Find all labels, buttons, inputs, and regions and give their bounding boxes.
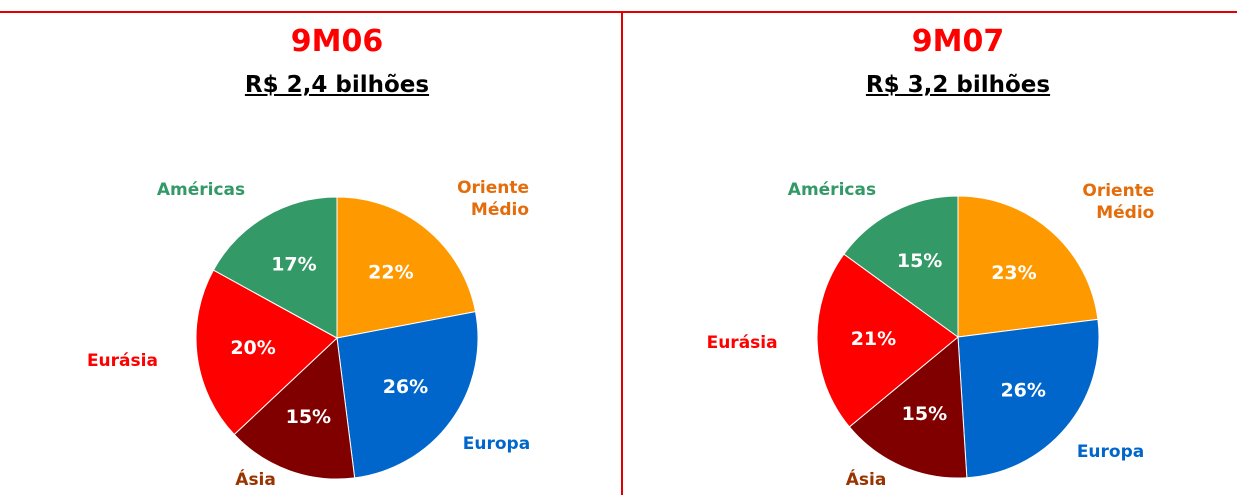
slice-value-label: 20%: [230, 337, 275, 359]
pie-slice: [195, 269, 338, 436]
pie-slice: [336, 310, 479, 479]
slice-value-label: 26%: [1000, 379, 1045, 401]
chart-title: 9M06: [290, 24, 384, 59]
slice-value-label: 21%: [851, 328, 896, 350]
pie-slice: [843, 195, 959, 338]
chart-subtitle: R$ 2,4 bilhões: [244, 72, 430, 98]
pie-slice: [336, 196, 477, 339]
chart-title: 9M07: [911, 24, 1005, 59]
category-label: Oriente Médio: [1082, 180, 1155, 223]
category-label: Ásia: [235, 470, 276, 490]
slice-value-label: 15%: [902, 403, 947, 425]
pie-slice: [957, 195, 1099, 338]
pie-slice: [233, 336, 356, 480]
pie-slice: [848, 335, 968, 479]
category-label: Eurásia: [86, 350, 158, 371]
category-label: Europa: [462, 434, 531, 455]
slice-value-label: 26%: [383, 376, 428, 398]
category-label: Américas: [156, 180, 246, 200]
category-label: Europa: [1076, 442, 1145, 463]
category-label: Ásia: [845, 470, 887, 490]
pie-slice: [212, 196, 338, 339]
slice-value-label: 15%: [286, 406, 331, 428]
category-label: Américas: [787, 180, 877, 200]
slice-value-label: 17%: [271, 254, 316, 276]
slice-value-label: 22%: [368, 261, 413, 283]
category-label: Eurásia: [706, 332, 778, 353]
pie-slice: [957, 318, 1100, 479]
chart-subtitle: R$ 3,2 bilhões: [865, 72, 1051, 98]
pie-slice: [816, 253, 959, 428]
category-label: Oriente Médio: [457, 177, 530, 220]
slice-value-label: 23%: [991, 262, 1036, 284]
slice-value-label: 15%: [897, 250, 942, 272]
